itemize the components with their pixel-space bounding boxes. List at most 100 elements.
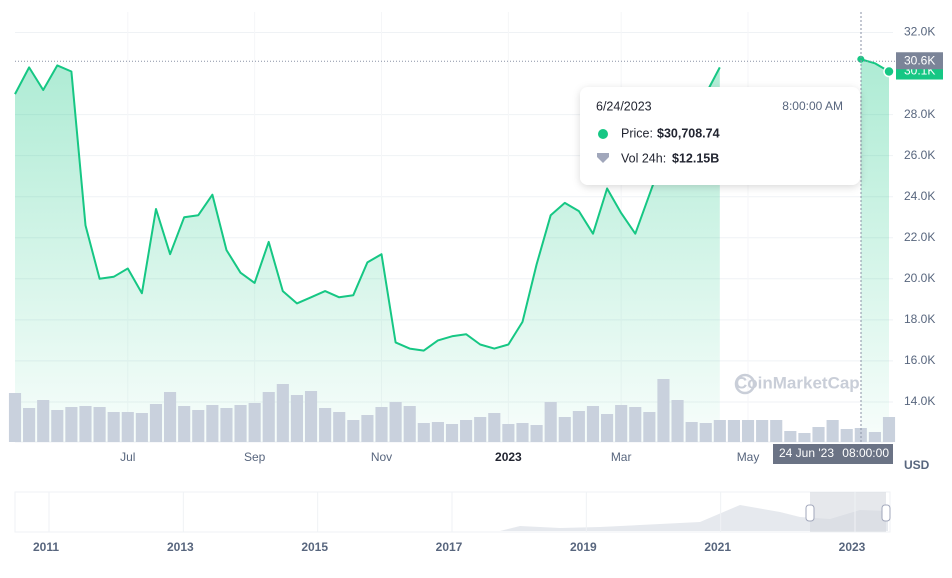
navigator-labels: 2011 2013 2015 2017 2019 2021 2023: [33, 492, 866, 554]
volume-bar: [798, 433, 811, 442]
crosshair-time: 08:00:00: [842, 446, 889, 460]
crosshair-date: 24 Jun '23: [779, 446, 834, 460]
volume-bar: [79, 406, 92, 442]
volume-bar: [389, 402, 402, 442]
navigator-selection[interactable]: [810, 492, 886, 532]
volume-bar: [65, 407, 78, 442]
y-tick-label: 22.0K: [904, 230, 935, 244]
volume-bar: [572, 411, 585, 442]
y-tick-label: 28.0K: [904, 107, 935, 121]
volume-bar: [502, 424, 515, 442]
navigator-label: 2013: [167, 540, 194, 554]
volume-bar: [37, 400, 50, 442]
volume-bar: [840, 429, 853, 442]
x-tick-label: Nov: [371, 450, 392, 464]
volume-bar: [206, 405, 219, 442]
price-label: Price:: [621, 126, 653, 140]
tooltip: 6/24/2023 8:00:00 AM Price: $30,708.74 V…: [580, 87, 860, 185]
volume-bar: [868, 432, 881, 442]
volume-bar: [178, 406, 191, 442]
navigator-label: 2019: [570, 540, 597, 554]
volume-bar: [149, 404, 163, 442]
volume-bar: [586, 406, 600, 442]
volume-bar: [530, 425, 543, 442]
y-tick-label: 18.0K: [904, 312, 935, 326]
volume-bar: [23, 408, 36, 442]
volume-bar: [248, 403, 261, 442]
volume-bar: [812, 427, 825, 442]
volume-bar: [516, 423, 529, 442]
y-tick-label: 24.0K: [904, 189, 935, 203]
navigator-label: 2015: [301, 540, 328, 554]
navigator-handle[interactable]: [881, 504, 891, 522]
volume-bar: [262, 392, 275, 442]
volume-bar: [741, 420, 755, 442]
unit-label: USD: [904, 458, 930, 472]
volume-bar: [431, 422, 444, 442]
volume-bar: [544, 402, 557, 442]
x-tick-label: May: [737, 450, 760, 464]
volume-bar: [713, 420, 726, 442]
volume-bar: [93, 407, 106, 442]
y-tick-label: 20.0K: [904, 271, 935, 285]
volume-bar: [685, 422, 698, 442]
volume-bar: [403, 406, 416, 442]
volume-bar: [319, 408, 332, 442]
navigator-handle[interactable]: [805, 504, 815, 522]
y-tick-label: 32.0K: [904, 25, 935, 39]
volume-bar: [51, 410, 64, 442]
tooltip-box: [580, 87, 860, 185]
volume-bar: [699, 423, 712, 442]
volume-bar: [135, 413, 148, 442]
volume-bar: [276, 384, 289, 442]
volume-label: Vol 24h:: [621, 151, 666, 165]
volume-bar: [234, 405, 247, 442]
volume-bar: [474, 417, 487, 442]
navigator: 2011 2013 2015 2017 2019 2021 2023: [14, 491, 891, 554]
volume-icon: [597, 153, 609, 163]
volume-bar: [643, 412, 656, 442]
volume-bar: [756, 420, 769, 442]
volume-bar: [826, 420, 839, 442]
volume-value: $12.15B: [672, 151, 719, 165]
volume-bar: [164, 392, 177, 442]
volume-bar: [121, 412, 134, 442]
volume-bar: [445, 424, 459, 442]
hover-point: [857, 55, 865, 63]
volume-bar: [460, 420, 473, 442]
tooltip-time: 8:00:00 AM: [782, 99, 843, 113]
volume-bar: [558, 417, 571, 442]
crosshair-price-label: 30.6K: [904, 53, 935, 67]
volume-bar: [727, 420, 740, 442]
x-tick-label: Mar: [611, 450, 632, 464]
volume-bar: [361, 415, 374, 442]
volume-bar: [417, 423, 430, 442]
volume-bar: [784, 431, 797, 442]
volume-bar: [488, 413, 501, 442]
navigator-label: 2017: [436, 540, 463, 554]
volume-bar: [375, 407, 388, 442]
crosshair-date-box: [773, 444, 893, 464]
last-point: [883, 65, 895, 78]
volume-bar: [220, 408, 233, 442]
volume-bar: [107, 412, 120, 442]
volume-bar: [192, 410, 205, 442]
volume-bar: [290, 395, 303, 442]
price-dot: [598, 129, 608, 139]
navigator-label: 2023: [839, 540, 866, 554]
price-value: $30,708.74: [657, 126, 720, 140]
volume-bar: [304, 391, 318, 442]
x-tick-label: Jul: [120, 450, 135, 464]
navigator-label: 2021: [704, 540, 731, 554]
navigator-area: [15, 505, 888, 531]
volume-bar: [882, 417, 896, 442]
y-tick-label: 26.0K: [904, 148, 935, 162]
x-tick-label: Sep: [244, 450, 266, 464]
volume-bar: [333, 412, 346, 442]
volume-bar: [615, 405, 628, 442]
volume-bar: [854, 428, 867, 442]
volume-bar: [657, 379, 670, 442]
watermark-logo: [734, 373, 756, 395]
